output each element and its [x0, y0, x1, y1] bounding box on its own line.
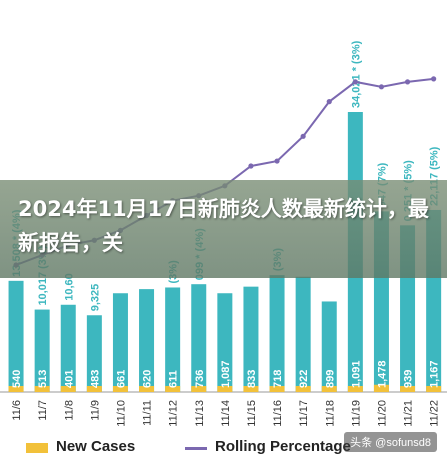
bar-deaths: [34, 386, 50, 392]
point-rolling-percentage: [300, 133, 306, 139]
point-rolling-percentage: [404, 79, 411, 85]
bar-deaths: [217, 386, 233, 392]
x-tick-label: 11/21: [403, 400, 415, 427]
bar-new-cases: [165, 287, 181, 392]
x-tick-label: 11/7: [37, 400, 49, 421]
bar-deaths: [112, 386, 128, 392]
data-label-deaths: 483: [89, 370, 101, 388]
data-label-deaths: 1,167: [429, 360, 441, 388]
point-rolling-percentage: [248, 163, 254, 169]
x-tick-label: 11/11: [142, 400, 154, 426]
bar-new-cases: [217, 293, 233, 392]
bar-deaths: [400, 386, 416, 392]
legend-item-new-cases: New Cases: [26, 438, 146, 456]
data-label-deaths: 922: [298, 370, 310, 388]
data-label-new-cases: 34,021 * (3%): [350, 40, 362, 108]
bar-deaths: [295, 386, 311, 392]
bar-deaths: [60, 386, 76, 392]
watermark: 头条 @sofunsd8: [344, 432, 437, 452]
x-tick-label: 11/22: [429, 400, 441, 427]
bar-new-cases: [269, 275, 285, 392]
bar-deaths: [426, 386, 442, 392]
x-tick-label: 11/16: [272, 400, 284, 427]
data-label-deaths: 736: [194, 370, 206, 388]
bar-new-cases: [243, 286, 259, 392]
data-label-deaths: 611: [168, 370, 180, 388]
bar-new-cases: [34, 309, 50, 392]
data-label-deaths: 718: [272, 370, 284, 388]
bar-deaths: [347, 386, 363, 392]
legend-swatch-new-cases: [26, 443, 48, 453]
point-rolling-percentage: [378, 84, 385, 90]
headline-text: 2024年11月17日新肺炎人数最新统计，最新报告，关: [18, 197, 429, 255]
point-rolling-percentage: [274, 158, 280, 164]
bar-deaths: [321, 386, 337, 392]
x-tick-label: 11/10: [115, 400, 127, 427]
bar-new-cases: [321, 301, 337, 392]
bar-new-cases: [8, 280, 24, 392]
bar-new-cases: [191, 284, 207, 392]
bar-new-cases: [112, 293, 128, 392]
data-label-deaths: 833: [246, 370, 258, 388]
x-tick-label: 11/8: [63, 400, 75, 421]
point-rolling-percentage: [326, 99, 332, 105]
bar-deaths: [8, 386, 24, 392]
bar-new-cases: [139, 289, 155, 392]
x-tick-label: 11/13: [194, 400, 206, 427]
data-label-deaths: 939: [403, 370, 415, 388]
x-tick-label: 11/9: [89, 400, 101, 421]
x-tick-label: 11/15: [246, 400, 258, 427]
legend-swatch-rolling-percentage: [185, 447, 207, 450]
headline-banner: [0, 180, 447, 278]
data-label-new-cases: 9,325: [89, 284, 101, 312]
bar-deaths: [269, 386, 285, 392]
bar-deaths: [139, 386, 155, 392]
legend-label-rolling-percentage: Rolling Percentage: [215, 438, 351, 455]
bar-new-cases: [60, 304, 76, 392]
bar-deaths: [373, 384, 389, 392]
point-rolling-percentage: [431, 76, 437, 82]
bar-new-cases: [295, 276, 311, 392]
data-label-deaths: 540: [11, 370, 23, 388]
data-label-deaths: 1,091: [350, 360, 362, 388]
x-tick-label: 11/14: [220, 400, 232, 427]
data-label-deaths: 1,087: [220, 360, 232, 388]
data-label-deaths: 899: [324, 370, 336, 388]
data-label-new-cases: 10,60: [63, 273, 75, 301]
data-label-deaths: 620: [142, 370, 154, 388]
x-tick-label: 11/6: [11, 400, 23, 421]
legend-item-rolling-percentage: Rolling Percentage: [185, 438, 365, 456]
bar-deaths: [86, 386, 102, 392]
legend: New Cases Rolling Percentage: [0, 432, 447, 460]
data-label-deaths: 1,478: [376, 360, 388, 388]
point-rolling-percentage: [352, 79, 358, 85]
bar-deaths: [243, 386, 259, 392]
legend-label-new-cases: New Cases: [56, 438, 136, 455]
x-tick-label: 11/18: [324, 400, 336, 427]
bar-deaths: [165, 386, 181, 392]
x-tick-label: 11/17: [298, 400, 310, 427]
data-label-deaths: 401: [63, 370, 75, 388]
bar-new-cases: [86, 315, 102, 392]
x-tick-label: 11/12: [168, 400, 180, 427]
x-tick-label: 11/19: [350, 400, 362, 427]
x-tick-label: 11/20: [376, 400, 388, 427]
data-label-deaths: 513: [37, 370, 49, 388]
data-label-deaths: 661: [115, 370, 127, 388]
bar-deaths: [191, 386, 207, 392]
